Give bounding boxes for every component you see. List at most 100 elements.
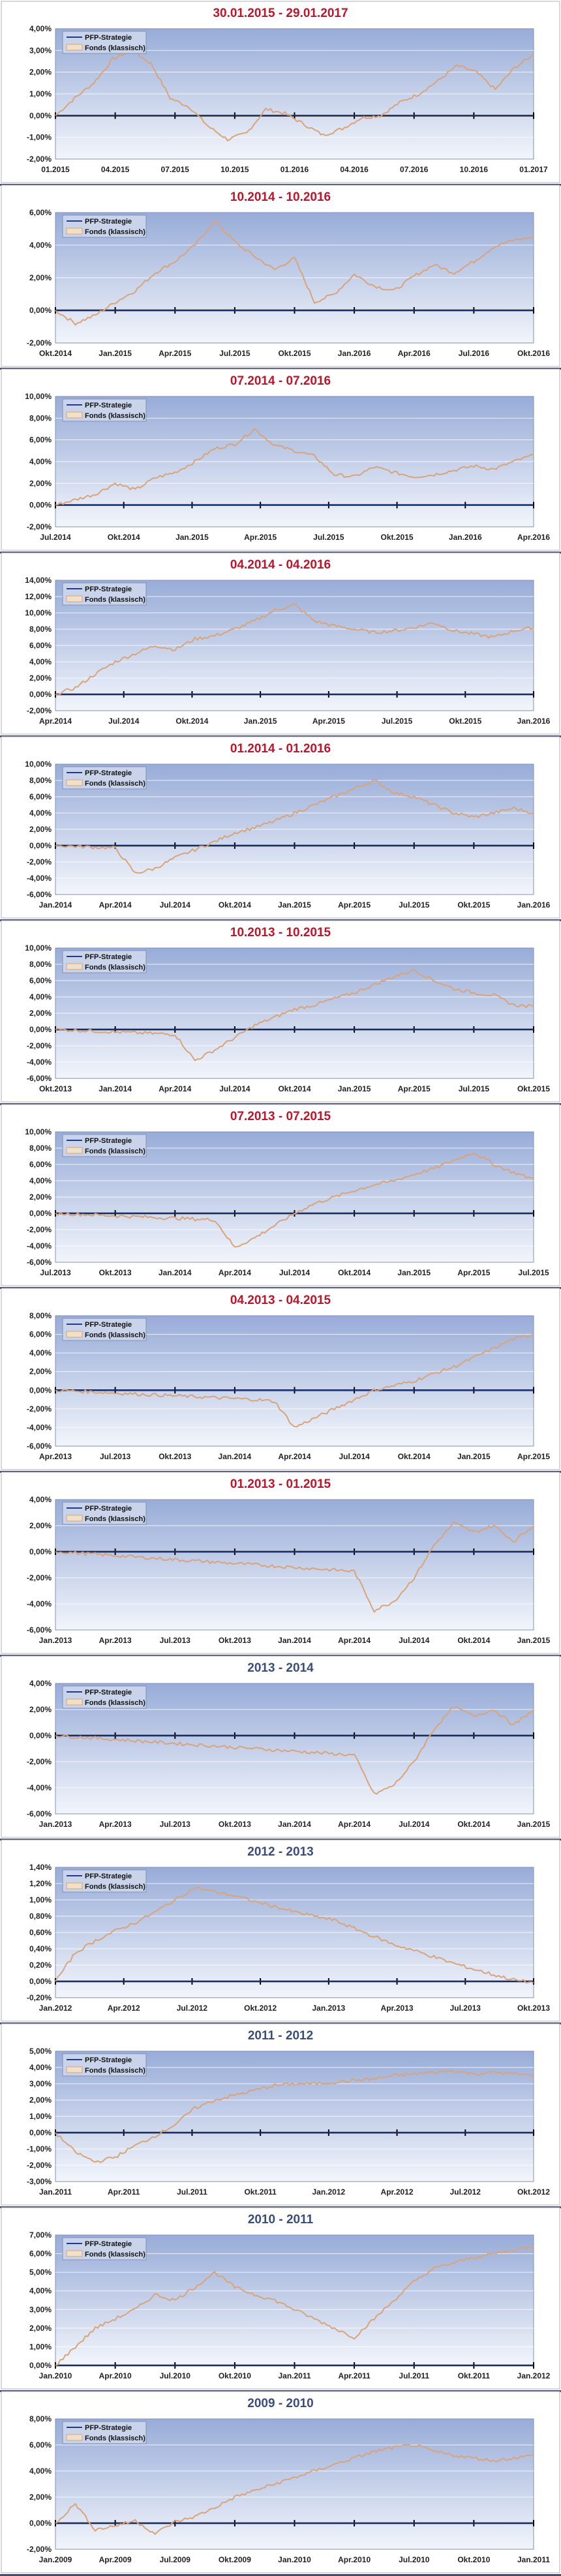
chart-svg: 01.2014 - 01.2016 10,00% 8,00% 6,00% 4,00% 2,… bbox=[1, 736, 560, 919]
x-tick-label: Jul.2015 bbox=[382, 717, 413, 726]
x-tick-label: Jan.2012 bbox=[517, 2371, 551, 2380]
x-tick-label: Jan.2014 bbox=[278, 1636, 311, 1645]
chart-svg: 07.2014 - 07.2016 10,00% 8,00% 6,00% 4,00% 2,… bbox=[1, 368, 560, 551]
y-tick-label: 10,00% bbox=[25, 1127, 52, 1136]
x-tick-label: Jan.2010 bbox=[278, 2555, 311, 2564]
chart-svg: 2013 - 2014 4,00% 2,00% 0,00% -2,00% -4,00% -6… bbox=[1, 1655, 560, 1838]
chart-title: 01.2013 - 01.2015 bbox=[230, 1477, 331, 1491]
chart-title: 2011 - 2012 bbox=[248, 2029, 313, 2043]
x-tick-label: Okt.2013 bbox=[219, 1820, 251, 1829]
y-tick-label: 8,00% bbox=[29, 1144, 52, 1153]
legend-label-fund: Fonds (klassisch) bbox=[85, 412, 145, 420]
x-tick-label: Jul.2012 bbox=[177, 2004, 208, 2013]
x-tick-label: Jul.2014 bbox=[160, 900, 191, 910]
y-tick-label: 0,00% bbox=[29, 1385, 52, 1395]
y-tick-label: 8,00% bbox=[29, 960, 52, 969]
legend-label-strategy: PFP-Strategie bbox=[85, 769, 132, 777]
legend-label-strategy: PFP-Strategie bbox=[85, 1137, 132, 1145]
x-tick-label: Jul.2015 bbox=[518, 1268, 549, 1277]
x-tick-label: 04.2016 bbox=[340, 165, 369, 174]
y-tick-label: -2,00% bbox=[27, 2161, 52, 2170]
x-tick-label: Jan.2016 bbox=[449, 533, 482, 542]
legend-label-strategy: PFP-Strategie bbox=[85, 1321, 132, 1329]
y-tick-label: 3,00% bbox=[29, 2305, 52, 2314]
y-tick-label: -1,00% bbox=[27, 2144, 52, 2154]
x-tick-label: Jan.2012 bbox=[312, 2187, 345, 2197]
chart-svg: 04.2013 - 04.2015 8,00% 6,00% 4,00% 2,00% 0,0… bbox=[1, 1288, 560, 1470]
y-tick-label: 6,00% bbox=[29, 792, 52, 801]
y-tick-label: 0,00% bbox=[29, 1731, 52, 1740]
x-tick-label: Apr.2015 bbox=[457, 1268, 490, 1277]
y-tick-label: -6,00% bbox=[27, 1258, 52, 1267]
y-tick-label: 1,00% bbox=[29, 2112, 52, 2121]
chart-svg: 2009 - 2010 8,00% 6,00% 4,00% 2,00% 0,00% -2,0… bbox=[1, 2391, 560, 2573]
y-tick-label: 0,00% bbox=[29, 2519, 52, 2528]
x-tick-label: Apr.2015 bbox=[517, 1452, 550, 1461]
legend-label-fund: Fonds (klassisch) bbox=[85, 1515, 145, 1523]
x-tick-label: Apr.2014 bbox=[278, 1452, 311, 1461]
x-tick-label: Jan.2014 bbox=[159, 1268, 192, 1277]
x-tick-label: Okt.2013 bbox=[159, 1452, 191, 1461]
legend-label-fund: Fonds (klassisch) bbox=[85, 1331, 145, 1339]
x-tick-label: Okt.2015 bbox=[278, 349, 311, 358]
chart-title: 07.2013 - 07.2015 bbox=[230, 1110, 331, 1123]
legend: PFP-Strategie Fonds (klassisch) bbox=[62, 1685, 147, 1709]
y-tick-label: 0,00% bbox=[29, 1025, 52, 1034]
legend: PFP-Strategie Fonds (klassisch) bbox=[62, 950, 147, 973]
y-tick-label: 0,00% bbox=[29, 1977, 52, 1986]
y-tick-label: 4,00% bbox=[29, 2466, 52, 2476]
x-tick-label: Okt.2014 bbox=[278, 1084, 311, 1093]
legend: PFP-Strategie Fonds (klassisch) bbox=[62, 2421, 147, 2444]
legend: PFP-Strategie Fonds (klassisch) bbox=[62, 215, 147, 238]
y-tick-label: 2,00% bbox=[29, 1192, 52, 1202]
y-tick-label: 4,00% bbox=[29, 1495, 52, 1504]
y-tick-label: 4,00% bbox=[29, 24, 52, 33]
x-tick-label: Apr.2015 bbox=[244, 533, 277, 542]
chart-svg: 30.01.2015 - 29.01.2017 4,00% 3,00% 2,00% 1,… bbox=[1, 1, 560, 183]
x-tick-label: Jul.2013 bbox=[450, 2004, 481, 2013]
y-tick-label: 10,00% bbox=[25, 392, 52, 401]
legend-label-fund: Fonds (klassisch) bbox=[85, 2067, 145, 2075]
y-tick-label: 6,00% bbox=[29, 2440, 52, 2450]
y-tick-label: 6,00% bbox=[29, 976, 52, 985]
y-tick-label: -4,00% bbox=[27, 1058, 52, 1067]
y-tick-label: -6,00% bbox=[27, 890, 52, 899]
x-tick-label: Jan.2013 bbox=[312, 2004, 345, 2013]
chart-title: 10.2014 - 10.2016 bbox=[230, 190, 331, 204]
series-line-fund bbox=[55, 778, 534, 874]
legend-label-strategy: PFP-Strategie bbox=[85, 1689, 132, 1696]
x-tick-label: Jul.2014 bbox=[219, 1084, 250, 1093]
x-tick-label: Apr.2009 bbox=[99, 2555, 132, 2564]
y-tick-label: -4,00% bbox=[27, 1783, 52, 1792]
chart-panel: 30.01.2015 - 29.01.2017 4,00% 3,00% 2,00% 1,… bbox=[0, 0, 561, 186]
x-tick-label: Apr.2014 bbox=[338, 1636, 371, 1645]
legend-label-strategy: PFP-Strategie bbox=[85, 2240, 132, 2248]
y-tick-label: -2,00% bbox=[27, 2545, 52, 2554]
series-line-fund bbox=[55, 219, 534, 326]
x-tick-label: Okt.2014 bbox=[39, 349, 72, 358]
legend-label-strategy: PFP-Strategie bbox=[85, 218, 132, 226]
y-tick-label: 5,00% bbox=[29, 2268, 52, 2277]
y-tick-label: 0,00% bbox=[29, 1547, 52, 1556]
y-tick-label: -4,00% bbox=[27, 1241, 52, 1251]
y-tick-label: 2,00% bbox=[29, 1367, 52, 1376]
y-tick-label: -2,00% bbox=[27, 522, 52, 531]
x-tick-label: Okt.2014 bbox=[457, 1820, 490, 1829]
y-tick-label: 5,00% bbox=[29, 2047, 52, 2056]
y-tick-label: 2,00% bbox=[29, 1521, 52, 1530]
y-tick-label: 0,20% bbox=[29, 1961, 52, 1970]
series-line-fund bbox=[55, 1152, 534, 1248]
chart-title: 2010 - 2011 bbox=[248, 2213, 314, 2227]
y-tick-label: 14,00% bbox=[25, 576, 52, 585]
y-tick-label: 0,00% bbox=[29, 111, 52, 120]
legend: PFP-Strategie Fonds (klassisch) bbox=[62, 398, 147, 422]
y-tick-label: 0,00% bbox=[29, 501, 52, 510]
y-tick-label: 4,00% bbox=[29, 457, 52, 466]
y-tick-label: 1,00% bbox=[29, 2342, 52, 2351]
chart-panel: 2013 - 2014 4,00% 2,00% 0,00% -2,00% -4,00% -6… bbox=[0, 1655, 561, 1841]
x-tick-label: Okt.2011 bbox=[244, 2187, 277, 2197]
legend-label-fund: Fonds (klassisch) bbox=[85, 44, 145, 52]
legend-swatch-fund bbox=[66, 595, 83, 602]
chart-svg: 2012 - 2013 1,40% 1,20% 1,00% 0,80% 0,60% 0,40… bbox=[1, 1839, 560, 2022]
x-tick-label: Okt.2016 bbox=[517, 349, 550, 358]
